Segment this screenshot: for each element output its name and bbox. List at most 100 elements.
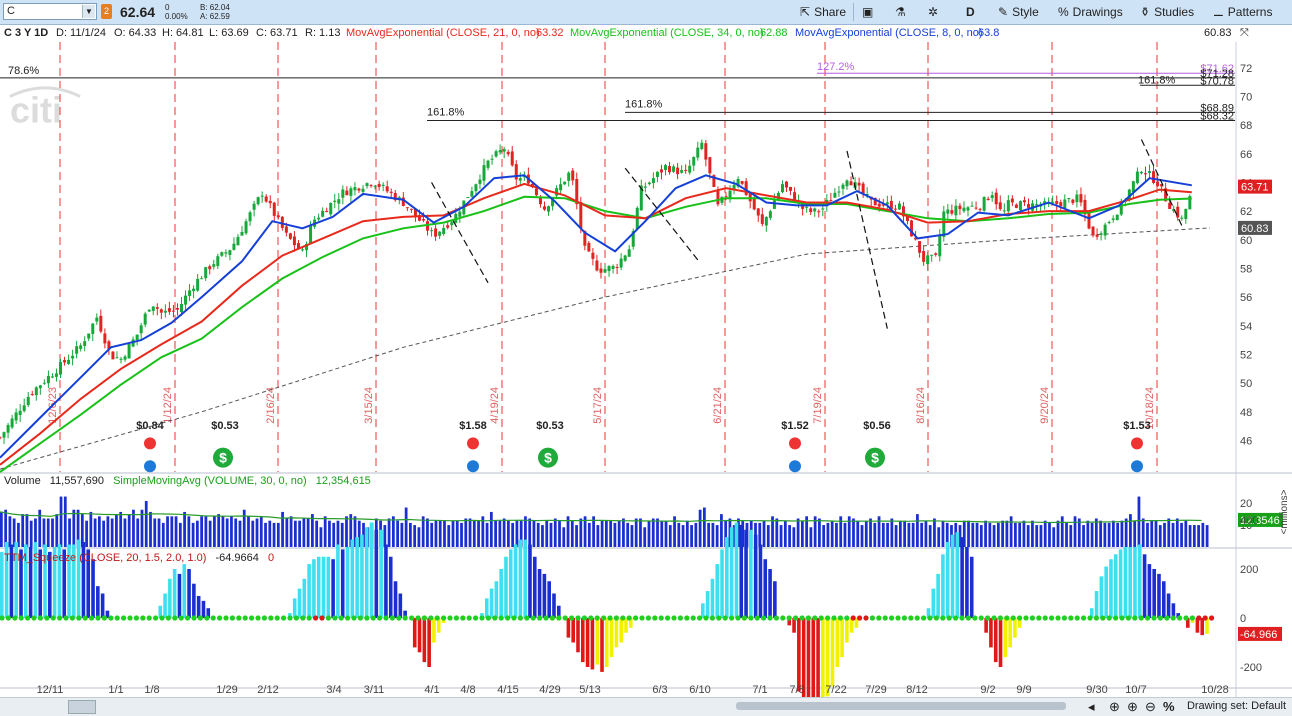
candle-body [918, 241, 922, 253]
symbol-input[interactable]: C ▼ [3, 3, 97, 20]
drawings-button[interactable]: % Drawings [1058, 4, 1123, 20]
candle-body [1095, 234, 1099, 237]
volume-bar [293, 520, 297, 547]
candle-body [309, 224, 313, 244]
candle-body [1002, 210, 1006, 212]
candle-body [897, 203, 901, 210]
volume-bar [1009, 516, 1013, 547]
zoom-out-icon[interactable]: ⊖ [1145, 699, 1156, 714]
squeeze-bar [619, 618, 624, 643]
volume-bar [634, 518, 638, 547]
squeeze-dot [876, 615, 882, 621]
volume-bar [191, 522, 195, 547]
volume-bar [1171, 522, 1175, 547]
volume-bar [38, 509, 42, 547]
volume-bar [166, 516, 169, 547]
candle-body [1184, 208, 1188, 219]
candle-body [982, 197, 986, 211]
candle-body [651, 178, 655, 184]
percent-toggle-icon[interactable]: % [1163, 699, 1175, 714]
scroll-left-icon[interactable]: ◂ [1088, 699, 1095, 714]
volume-bar [720, 514, 723, 547]
candle-body [785, 181, 788, 188]
time-tick-label: 8/12 [906, 684, 927, 696]
volume-sma-badge [1238, 512, 1283, 527]
ema34-label[interactable]: MovAvgExponential (CLOSE, 34, 0, no) [570, 27, 764, 39]
candle-body [1022, 200, 1026, 203]
volume-bar [600, 520, 604, 547]
candle-body [119, 358, 123, 360]
squeeze-dot [761, 615, 767, 621]
time-tick-label: 4/15 [497, 684, 518, 696]
candle-body [518, 178, 522, 181]
squeeze-dot [1177, 615, 1183, 621]
squeeze-bar [941, 554, 945, 618]
squeeze-dot [441, 615, 447, 621]
chart-canvas[interactable]: 464850525456586062646668707212/6/231/12/… [0, 42, 1292, 697]
candle-body [1156, 181, 1160, 187]
candle-body [534, 188, 538, 196]
candle-body [71, 355, 75, 359]
squeeze-bar [336, 544, 340, 618]
squeeze-dot [255, 615, 261, 621]
symbol-period[interactable]: C 3 Y 1D [4, 27, 49, 39]
ema8-label[interactable]: MovAvgExponential (CLOSE, 8, 0, no) [795, 27, 983, 39]
link-badge[interactable]: 2 [101, 4, 112, 19]
timeframe-button[interactable]: D [966, 4, 975, 20]
price-tick-label: 68 [1240, 120, 1252, 132]
patterns-button[interactable]: ⚊ Patterns [1213, 4, 1272, 20]
squeeze-dot [31, 615, 37, 621]
screen-button[interactable]: ▣ [862, 4, 873, 20]
squeeze-dot [607, 615, 613, 621]
settings-button[interactable]: ✲ [928, 4, 938, 20]
volume-bar [153, 518, 157, 547]
squeeze-bar [48, 551, 52, 618]
squeeze-bar [14, 542, 19, 618]
volume-pane: 201012.3546<millions> [0, 489, 1292, 549]
squeeze-bar [993, 618, 998, 663]
ema21-label[interactable]: MovAvgExponential (CLOSE, 21, 0, no) [346, 27, 540, 39]
volume-bar [771, 516, 774, 547]
volume-bar [25, 514, 29, 547]
collapse-button[interactable] [68, 700, 96, 714]
squeeze-dot [178, 615, 184, 621]
style-button[interactable]: ✎ Style [998, 4, 1039, 20]
squeeze-bar [849, 618, 854, 633]
earnings-date-label: 6/21/24 [712, 387, 724, 424]
candle-body [849, 181, 853, 186]
squeeze-bar [518, 539, 523, 618]
studies-button[interactable]: ⚱ Studies [1140, 4, 1194, 20]
volume-bar [127, 514, 131, 547]
crosshair-icon[interactable]: ⊕ [1109, 699, 1120, 714]
candle-body [103, 333, 107, 344]
squeeze-label[interactable]: TTM_Squeeze (CLOSE, 20, 1.5, 2.0, 1.0) [4, 552, 207, 564]
volume-bar [605, 520, 608, 547]
volume-bar [502, 518, 506, 547]
volume-bar [1112, 520, 1115, 547]
squeeze-dot [1061, 615, 1067, 621]
squeeze-bar [1195, 618, 1200, 633]
squeeze-bar [436, 618, 441, 633]
squeeze-dot [185, 615, 191, 621]
flask-button[interactable]: ⚗ [895, 4, 906, 20]
squeeze-bar [523, 539, 527, 618]
squeeze-bar [854, 618, 859, 628]
squeeze-bar [326, 556, 331, 618]
candle-body [91, 323, 95, 334]
time-axis: 12/11 1/1 1/8 1/29 2/12 3/4 3/11 4/1 4/8 4/15 4/29… [37, 684, 1229, 696]
squeeze-dot [57, 615, 63, 621]
symbol-dropdown-icon[interactable]: ▼ [82, 5, 95, 18]
volume-bar [541, 525, 544, 547]
close-chart-icon[interactable]: ⤧ [1240, 27, 1249, 39]
squeeze-bar [931, 588, 936, 618]
price-plot-area [0, 42, 1235, 472]
squeeze-dot [268, 615, 274, 621]
horizontal-scrollbar[interactable] [736, 702, 1066, 710]
share-button[interactable]: ⇱ Share [800, 4, 846, 20]
dividend-amount: $0.56 [863, 420, 891, 432]
candle-body [906, 214, 909, 222]
zoom-in-icon[interactable]: ⊕ [1127, 699, 1138, 714]
candle-body [159, 309, 163, 313]
volume-sma-label[interactable]: SimpleMovingAvg (VOLUME, 30, 0, no) [113, 475, 307, 487]
squeeze-dot [18, 615, 24, 621]
